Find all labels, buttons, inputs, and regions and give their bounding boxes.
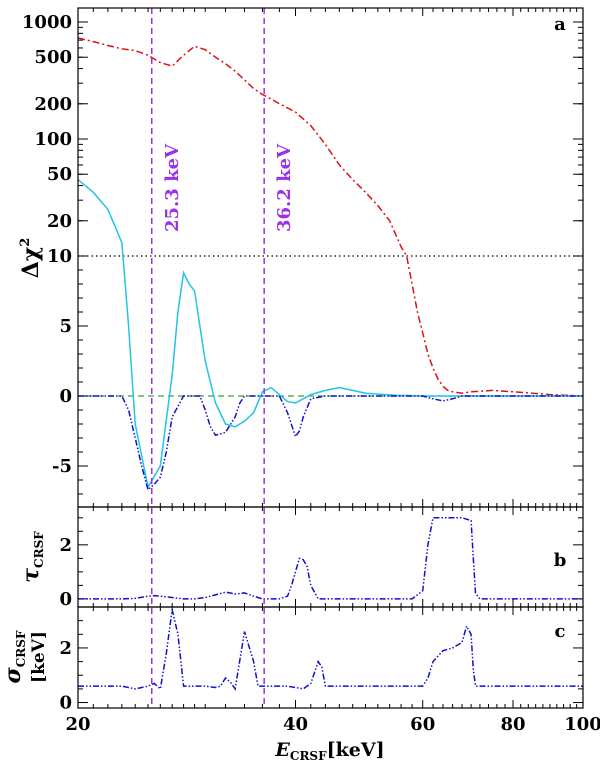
y-tick-label-c: 0	[59, 693, 72, 714]
y-axis-unit-c: [keV]	[29, 631, 49, 683]
label-layer: 20 40 60 80 100ECRSF[keV]1000500200100502010…	[0, 12, 600, 762]
y-tick-label-a: 10	[47, 246, 72, 267]
y-axis-label-c: σCRSF	[0, 630, 28, 683]
y-tick-label-a: 100	[34, 129, 72, 150]
y-tick-label-a: -5	[52, 456, 72, 477]
y-tick-label-a: 20	[47, 211, 72, 232]
series-group-b	[78, 517, 583, 600]
vertical-line-label-1: 25.3 keV	[162, 143, 183, 232]
series-cyan-solid	[78, 178, 583, 490]
series-blue-dash-dot-dot	[78, 395, 583, 492]
panel-frame-b	[77, 506, 584, 608]
x-tick-label: 40	[283, 714, 308, 735]
series-group-a	[78, 37, 583, 492]
y-tick-label-a: 5	[59, 316, 72, 337]
plot-layer	[77, 7, 584, 709]
x-axis-label: ECRSF[keV]	[274, 739, 384, 762]
panel-letter-b: b	[554, 550, 567, 571]
series-group-c	[78, 609, 583, 691]
series-red-dash-dot	[78, 37, 583, 397]
series-sigma	[78, 609, 583, 691]
y-axis-label-b: τCRSF	[18, 531, 46, 583]
x-tick-label: 60	[410, 714, 435, 735]
panel-frame-a	[77, 7, 584, 508]
y-tick-label-a: 1000	[22, 12, 72, 33]
y-tick-label-a: 50	[47, 164, 72, 185]
x-tick-label: 80	[500, 714, 525, 735]
y-tick-label-b: 0	[59, 589, 72, 610]
panel-letter-a: a	[554, 14, 566, 35]
y-axis-label-a: Δχ2	[18, 238, 44, 279]
y-tick-label-a: 200	[34, 94, 72, 115]
x-tick-label: 100	[564, 714, 600, 735]
y-tick-label-c: 2	[59, 638, 72, 659]
y-tick-label-b: 2	[59, 535, 72, 556]
y-tick-label-a: 0	[59, 386, 72, 407]
panel-frame-c	[77, 606, 584, 709]
y-tick-label-a: 500	[34, 47, 72, 68]
panel-letter-c: c	[555, 621, 566, 642]
series-tau	[78, 517, 583, 600]
x-tick-label: 20	[65, 714, 90, 735]
vertical-line-label-2: 36.2 keV	[274, 143, 295, 232]
